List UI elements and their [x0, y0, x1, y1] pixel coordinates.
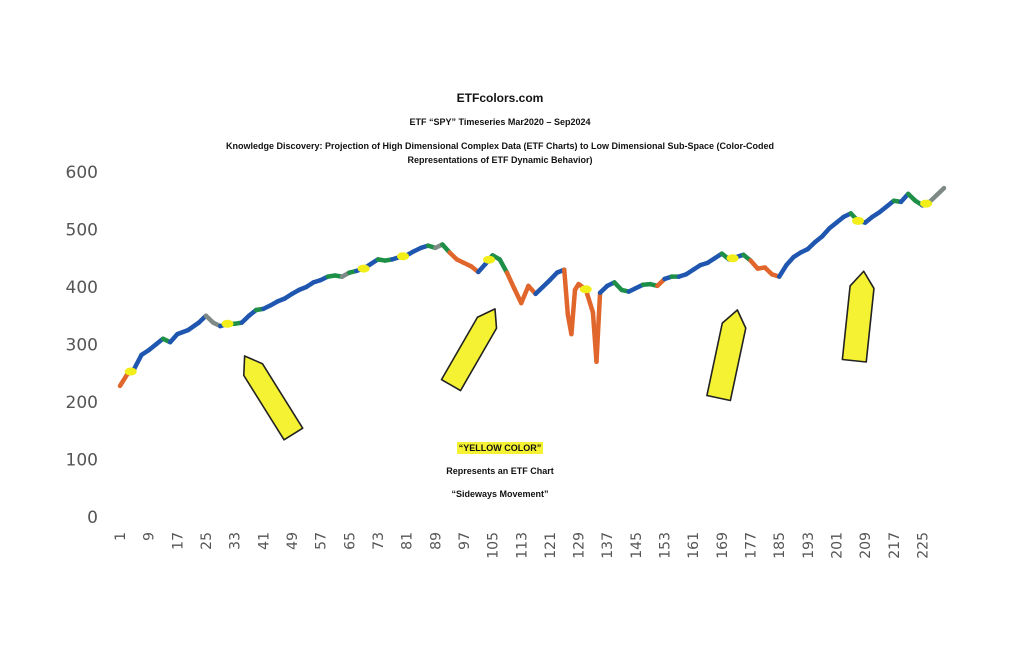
x-tick-label: 137 — [600, 532, 616, 559]
x-axis: 1 9 17 25 33 41 49 57 65 73 81 89 97 105 113 121 129 137 1… — [113, 532, 932, 559]
annotation-title: “YELLOW COLOR” — [380, 442, 620, 454]
x-tick-label: 57 — [314, 532, 330, 550]
price-line-segment — [117, 372, 130, 389]
price-line-segment — [132, 352, 144, 371]
y-tick-label: 500 — [66, 221, 98, 241]
price-line-segment — [776, 262, 789, 279]
yellow-color-label: “YELLOW COLOR” — [456, 442, 544, 454]
y-tick-label: 200 — [66, 393, 98, 413]
y-tick-label: 300 — [66, 336, 98, 356]
yellow-arrow-shape — [841, 270, 875, 363]
price-line-segment — [497, 257, 510, 275]
chart-site-title: ETFcolors.com — [456, 91, 544, 105]
sideways-marker — [852, 216, 865, 225]
x-tick-label: 97 — [457, 532, 473, 550]
x-tick-label: 25 — [199, 532, 215, 550]
annotation-line-3: “Sideways Movement” — [451, 489, 549, 499]
sideways-marker — [579, 285, 592, 294]
x-tick-label: 153 — [658, 532, 674, 559]
x-tick-label: 193 — [801, 532, 817, 559]
x-tick-label: 185 — [772, 532, 788, 559]
price-line-segment — [519, 283, 531, 306]
price-line-segment — [561, 267, 571, 317]
x-tick-label: 177 — [744, 532, 760, 559]
x-tick-label: 161 — [686, 532, 702, 559]
yellow-markers — [124, 199, 933, 376]
y-tick-label: 0 — [87, 508, 98, 528]
x-tick-label: 1 — [113, 532, 129, 541]
yellow-arrow-shape — [242, 355, 304, 441]
x-tick-label: 209 — [858, 532, 874, 559]
sideways-marker — [726, 254, 739, 263]
x-tick-label: 81 — [400, 532, 416, 550]
annotation-line-2: Represents an ETF Chart — [446, 466, 554, 476]
y-tick-label: 400 — [66, 278, 98, 298]
x-tick-label: 73 — [371, 532, 387, 550]
price-line-segment — [504, 270, 517, 291]
x-tick-label: 41 — [256, 532, 272, 550]
x-tick-label: 129 — [572, 532, 588, 559]
x-tick-label: 33 — [228, 532, 244, 550]
x-tick-label: 9 — [142, 532, 158, 541]
x-tick-label: 121 — [543, 532, 559, 559]
sideways-marker — [920, 199, 933, 208]
price-line-segment — [934, 185, 947, 198]
y-axis: 0 100 200 300 400 500 600 — [66, 163, 98, 528]
price-line-segment — [569, 287, 578, 337]
x-tick-label: 89 — [428, 532, 444, 550]
x-tick-label: 225 — [916, 532, 932, 559]
yellow-arrow — [440, 308, 498, 392]
y-tick-label: 600 — [66, 163, 98, 183]
y-tick-label: 100 — [66, 451, 98, 471]
chart-subtitle: ETF “SPY” Timeseries Mar2020 – Sep2024 — [409, 117, 591, 127]
x-tick-label: 169 — [715, 532, 731, 559]
sideways-marker — [397, 252, 410, 261]
x-tick-label: 49 — [285, 532, 301, 550]
x-tick-label: 201 — [830, 532, 846, 559]
sideways-marker — [221, 319, 234, 328]
sideways-marker — [357, 264, 370, 273]
sideways-marker — [483, 255, 496, 264]
x-tick-label: 105 — [486, 532, 502, 559]
x-tick-label: 113 — [514, 532, 530, 559]
x-tick-label: 17 — [170, 532, 186, 550]
yellow-arrow — [706, 309, 747, 402]
price-line-segment — [594, 290, 603, 364]
yellow-arrow-shape — [440, 308, 498, 392]
yellow-arrow — [841, 270, 875, 363]
sideways-marker — [124, 367, 137, 376]
price-line — [117, 185, 947, 389]
x-tick-label: 145 — [629, 532, 645, 559]
x-tick-label: 65 — [342, 532, 358, 550]
chart-description: Knowledge Discovery: Projection of High … — [225, 141, 775, 165]
x-tick-label: 217 — [887, 532, 903, 559]
yellow-arrow — [242, 355, 304, 441]
yellow-arrow-shape — [706, 309, 747, 402]
yellow-arrows — [242, 270, 875, 441]
